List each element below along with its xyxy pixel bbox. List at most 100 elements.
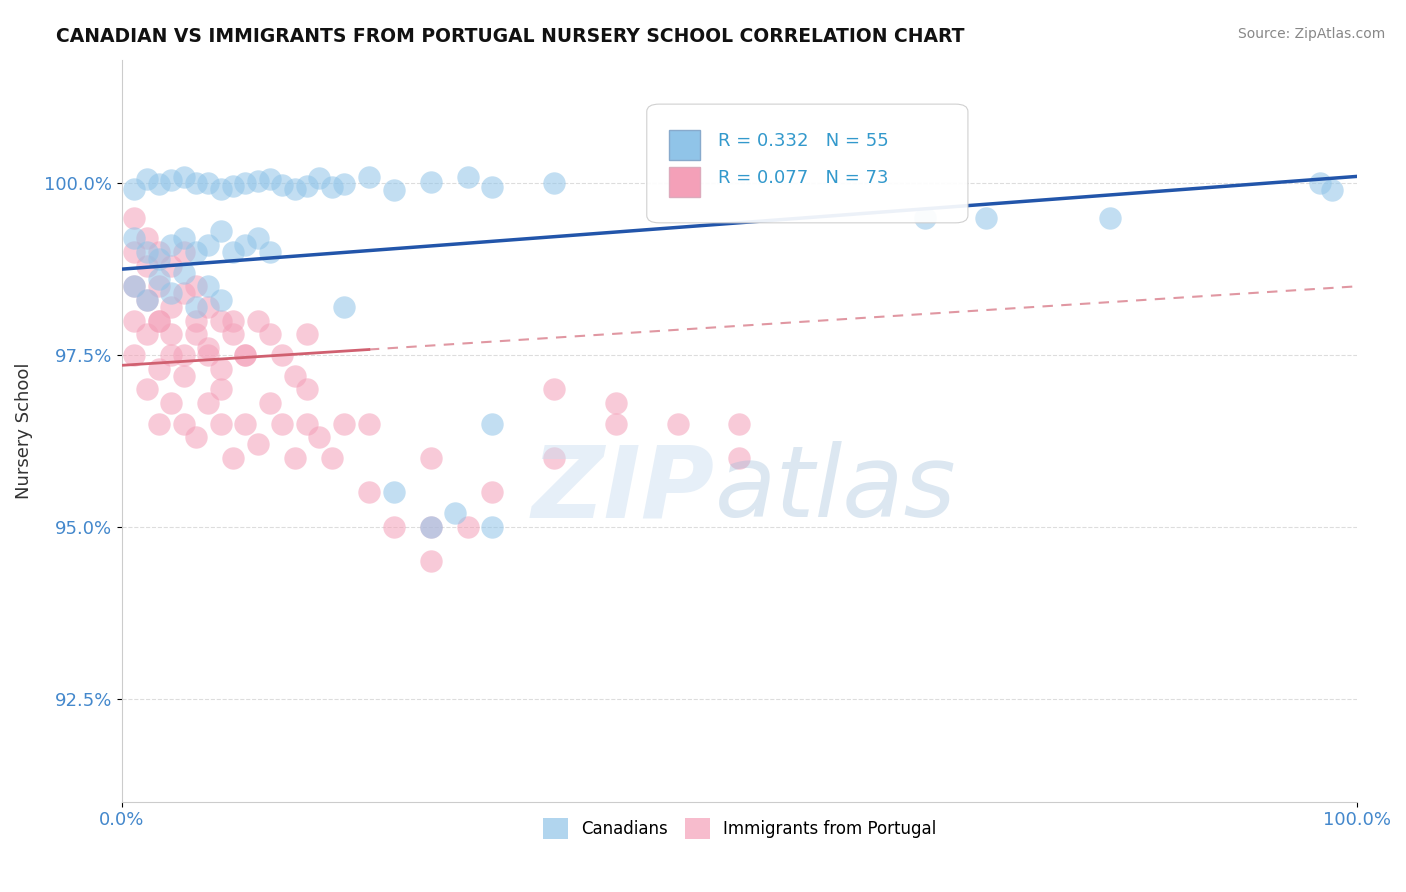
Point <box>209 383 232 397</box>
Point <box>543 176 565 190</box>
Point <box>357 417 380 431</box>
Point <box>148 313 170 327</box>
Point <box>382 183 405 197</box>
Point <box>222 179 245 194</box>
Point <box>308 170 330 185</box>
Point <box>122 211 145 225</box>
Text: atlas: atlas <box>714 442 956 539</box>
Point <box>122 279 145 293</box>
Point <box>160 327 183 342</box>
Point <box>173 417 195 431</box>
Point <box>197 176 219 190</box>
Point <box>246 231 269 245</box>
Point <box>457 520 479 534</box>
Point <box>173 266 195 280</box>
Point <box>605 396 627 410</box>
Point <box>271 348 294 362</box>
Point <box>295 417 318 431</box>
Point <box>481 520 503 534</box>
Point <box>197 238 219 252</box>
Point <box>543 383 565 397</box>
Point <box>235 238 257 252</box>
Point <box>160 348 183 362</box>
Point <box>122 244 145 259</box>
Point <box>148 417 170 431</box>
Point <box>481 180 503 194</box>
Point <box>357 485 380 500</box>
Point <box>259 396 281 410</box>
Point <box>209 293 232 307</box>
Point <box>481 485 503 500</box>
Point <box>135 327 157 342</box>
Point <box>333 417 356 431</box>
Point <box>135 293 157 307</box>
Point <box>122 348 145 362</box>
Point <box>184 176 207 190</box>
Point <box>135 383 157 397</box>
Point <box>135 259 157 273</box>
Point <box>184 313 207 327</box>
Point <box>1098 211 1121 225</box>
Point <box>173 169 195 184</box>
Point <box>209 182 232 196</box>
Point <box>271 178 294 192</box>
Point <box>122 231 145 245</box>
Point <box>419 175 441 189</box>
Point <box>184 327 207 342</box>
Point <box>160 286 183 301</box>
Point <box>382 520 405 534</box>
Point <box>184 244 207 259</box>
Point <box>135 231 157 245</box>
Point <box>160 396 183 410</box>
Point <box>246 437 269 451</box>
Point <box>209 313 232 327</box>
Point <box>197 300 219 314</box>
Point <box>457 170 479 185</box>
Y-axis label: Nursery School: Nursery School <box>15 362 32 499</box>
Point <box>135 172 157 186</box>
Text: CANADIAN VS IMMIGRANTS FROM PORTUGAL NURSERY SCHOOL CORRELATION CHART: CANADIAN VS IMMIGRANTS FROM PORTUGAL NUR… <box>56 27 965 45</box>
Text: R = 0.332   N = 55: R = 0.332 N = 55 <box>718 132 889 151</box>
Point <box>197 279 219 293</box>
Point <box>148 272 170 286</box>
Point <box>235 348 257 362</box>
Bar <box>669 167 700 197</box>
Point <box>197 341 219 355</box>
Point <box>246 313 269 327</box>
Point <box>543 451 565 466</box>
Point <box>222 313 245 327</box>
Point <box>246 174 269 188</box>
Point <box>333 177 356 191</box>
Point <box>259 327 281 342</box>
Point <box>605 417 627 431</box>
Text: ZIP: ZIP <box>531 442 714 539</box>
Point <box>173 244 195 259</box>
Point <box>209 224 232 238</box>
Point <box>295 327 318 342</box>
Point <box>481 417 503 431</box>
Text: Source: ZipAtlas.com: Source: ZipAtlas.com <box>1237 27 1385 41</box>
Point <box>148 177 170 191</box>
Point <box>1322 183 1344 197</box>
Point <box>122 279 145 293</box>
Point <box>222 451 245 466</box>
Point <box>160 300 183 314</box>
Point <box>259 244 281 259</box>
Point <box>728 451 751 466</box>
Point <box>271 417 294 431</box>
Point <box>197 348 219 362</box>
Point <box>209 417 232 431</box>
Point <box>357 170 380 185</box>
Point <box>122 182 145 196</box>
Point <box>160 259 183 273</box>
Point <box>728 417 751 431</box>
Text: R = 0.077   N = 73: R = 0.077 N = 73 <box>718 169 889 187</box>
FancyBboxPatch shape <box>647 104 967 223</box>
Point <box>235 348 257 362</box>
Point <box>222 327 245 342</box>
Point <box>321 451 343 466</box>
Point <box>173 368 195 383</box>
Point <box>419 520 441 534</box>
Point <box>184 300 207 314</box>
Point <box>173 286 195 301</box>
